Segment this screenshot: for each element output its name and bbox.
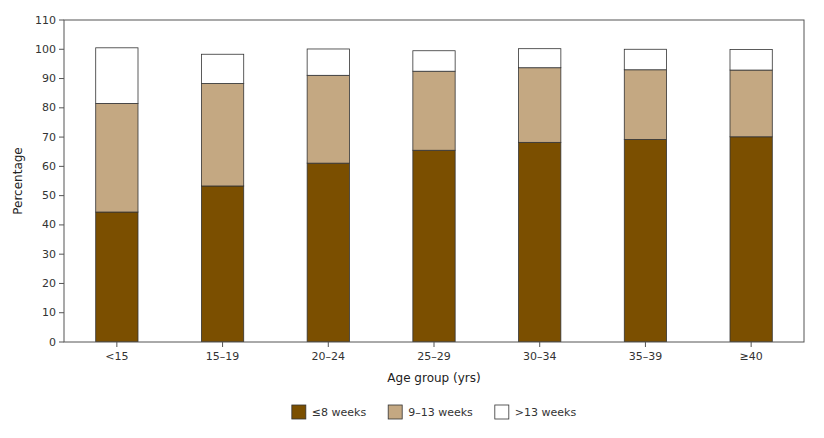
y-tick: [59, 283, 64, 284]
legend-swatch: [292, 405, 306, 419]
legend-swatch: [388, 405, 402, 419]
bar-segment: [730, 50, 772, 70]
y-tick: [59, 107, 64, 108]
y-tick: [59, 166, 64, 167]
bar-segment: [201, 84, 243, 186]
x-tick-label: <15: [105, 350, 128, 363]
x-tick-label: 15–19: [206, 350, 240, 363]
bar-segment: [413, 150, 455, 342]
bar-segment: [730, 137, 772, 342]
legend-swatch: [495, 405, 509, 419]
x-tick: [539, 342, 540, 347]
y-tick-label: 10: [42, 306, 56, 319]
bar-segment: [307, 49, 349, 75]
y-tick-label: 60: [42, 160, 56, 173]
bar-segment: [624, 139, 666, 342]
x-tick: [222, 342, 223, 347]
x-tick-label: 30–34: [523, 350, 557, 363]
y-tick: [59, 254, 64, 255]
y-tick-label: 30: [42, 248, 56, 261]
y-tick-label: 110: [35, 14, 56, 27]
bar-segment: [96, 48, 138, 104]
bar-segment: [413, 71, 455, 150]
bar-segment: [201, 186, 243, 342]
legend-label: ≤8 weeks: [312, 406, 367, 419]
chart: 0 10 20 30 40 50 60 70 80 90 100 110 <15 15–19 20–24 25…: [0, 0, 824, 438]
legend-item: >13 weeks: [495, 405, 577, 419]
x-tick-label: 35–39: [629, 350, 663, 363]
y-tick-label: 40: [42, 218, 56, 231]
bar-segment: [730, 70, 772, 137]
bar-segment: [201, 54, 243, 83]
x-axis-label: Age group (yrs): [387, 371, 480, 385]
x-tick: [328, 342, 329, 347]
x-tick-label: 25–29: [417, 350, 451, 363]
plot-frame: [64, 20, 804, 342]
y-axis-label: Percentage: [11, 147, 25, 215]
y-tick-label: 20: [42, 277, 56, 290]
x-tick: [751, 342, 752, 347]
bar-segment: [624, 49, 666, 69]
y-tick: [59, 342, 64, 343]
y-tick: [59, 224, 64, 225]
bar-segment: [96, 103, 138, 212]
y-tick: [59, 78, 64, 79]
bar-segment: [307, 163, 349, 342]
y-tick-label: 90: [42, 72, 56, 85]
bar-segment: [519, 142, 561, 342]
y-tick: [59, 137, 64, 138]
x-tick-label: 20–24: [312, 350, 346, 363]
x-tick-label: ≥40: [740, 350, 763, 363]
y-tick: [59, 195, 64, 196]
legend-item: 9–13 weeks: [388, 405, 473, 419]
y-tick-label: 100: [35, 43, 56, 56]
x-tick: [116, 342, 117, 347]
legend-label: >13 weeks: [515, 406, 577, 419]
bar-segment: [96, 212, 138, 342]
x-tick: [434, 342, 435, 347]
legend-item: ≤8 weeks: [292, 405, 367, 419]
y-tick: [59, 20, 64, 21]
y-tick-label: 70: [42, 131, 56, 144]
bar-segment: [307, 75, 349, 163]
bar-segment: [519, 49, 561, 68]
legend: ≤8 weeks 9–13 weeks >13 weeks: [292, 405, 577, 419]
y-tick-label: 80: [42, 101, 56, 114]
bars: [96, 48, 773, 342]
y-tick: [59, 312, 64, 313]
y-tick-label: 0: [49, 336, 56, 349]
bar-segment: [519, 68, 561, 143]
bar-segment: [624, 70, 666, 140]
y-tick-label: 50: [42, 189, 56, 202]
x-tick: [645, 342, 646, 347]
bar-segment: [413, 51, 455, 71]
y-tick: [59, 49, 64, 50]
legend-label: 9–13 weeks: [408, 406, 473, 419]
